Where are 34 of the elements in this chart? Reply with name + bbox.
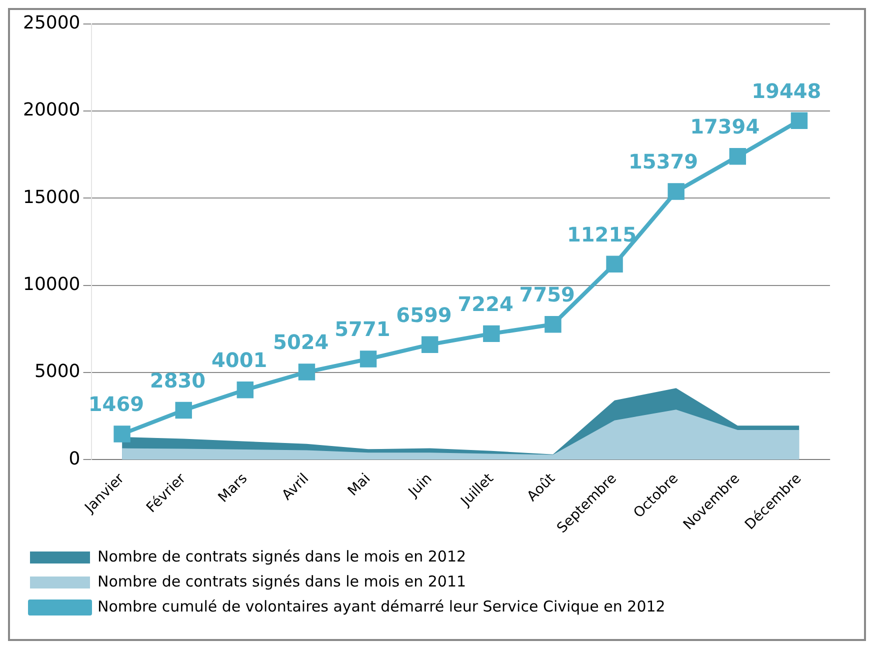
y-tick-label: 10000 xyxy=(22,274,80,295)
y-tick-label: 25000 xyxy=(22,12,80,34)
data-label: 5771 xyxy=(334,317,390,342)
point xyxy=(729,148,746,165)
point xyxy=(421,336,438,353)
point xyxy=(544,316,562,333)
legend-label: Nombre de contrats signés dans le mois en 2011 xyxy=(98,572,466,590)
point xyxy=(175,402,192,419)
point xyxy=(114,426,130,442)
point xyxy=(790,112,808,129)
point xyxy=(236,382,254,398)
data-label: 11215 xyxy=(566,222,637,246)
x-tick-label: Mai xyxy=(345,470,374,500)
data-label: 7224 xyxy=(458,292,514,316)
y-tick-label: 15000 xyxy=(22,186,80,208)
y-tick-label: 20000 xyxy=(22,100,80,121)
point xyxy=(483,325,500,342)
data-label: 1469 xyxy=(88,392,144,416)
point xyxy=(606,256,623,272)
point xyxy=(298,364,316,380)
data-label: 2830 xyxy=(150,368,206,392)
data-label: 17394 xyxy=(690,114,760,139)
y-tick-label: 0 xyxy=(68,448,80,470)
point xyxy=(668,183,684,200)
legend-label: Nombre cumulé de volontaires ayant démarré leur Service Civique en 2012 xyxy=(98,597,666,616)
data-label: 5024 xyxy=(273,330,329,354)
data-label: 19448 xyxy=(752,78,822,103)
data-label: 6599 xyxy=(396,302,452,327)
point xyxy=(360,350,377,368)
y-tick-label: 5000 xyxy=(34,361,80,382)
legend-label: Nombre de contrats signés dans le mois en 2012 xyxy=(98,547,466,566)
data-label: 15379 xyxy=(628,150,698,174)
data-label: 7759 xyxy=(519,282,575,307)
data-label: 4001 xyxy=(211,348,268,372)
